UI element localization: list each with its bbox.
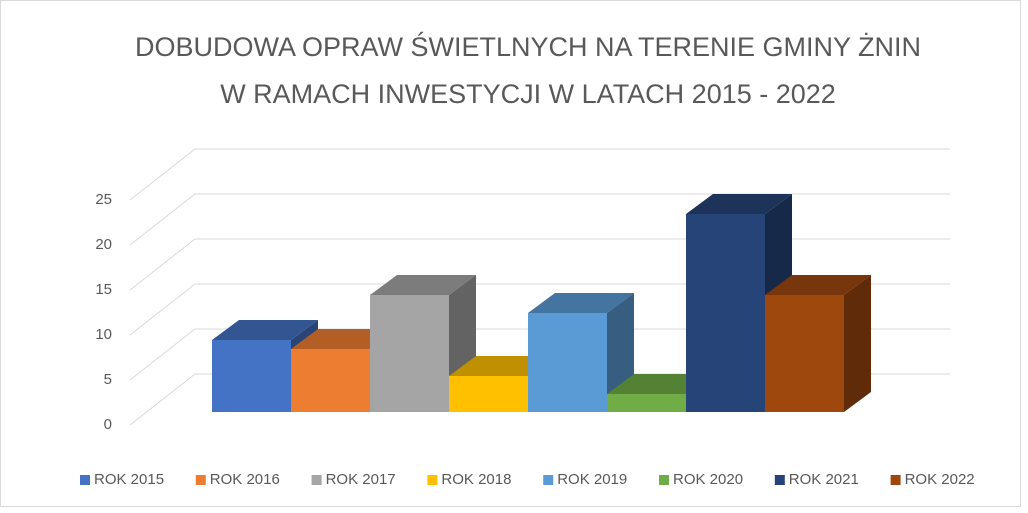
bar-top — [528, 293, 634, 313]
legend-label: ROK 2016 — [210, 471, 280, 488]
legend-label: ROK 2020 — [673, 471, 743, 488]
legend-swatch — [195, 475, 206, 485]
y-tick-label: 5 — [104, 371, 112, 388]
bar — [528, 313, 607, 412]
bar — [765, 295, 844, 412]
legend-label: ROK 2017 — [326, 471, 396, 488]
legend-swatch — [543, 475, 554, 485]
legend-swatch — [427, 475, 438, 485]
legend-swatch — [774, 475, 785, 485]
bar — [607, 394, 686, 412]
legend-label: ROK 2022 — [905, 471, 975, 488]
chart-title: DOBUDOWA OPRAW ŚWIETLNYCH NA TERENIE GMI… — [135, 30, 921, 62]
y-tick-label: 15 — [95, 281, 112, 298]
y-tick-label: 10 — [95, 326, 112, 343]
legend-swatch — [80, 475, 90, 485]
legend-swatch — [311, 475, 322, 485]
y-tick-label: 20 — [95, 236, 112, 253]
bar-top — [765, 275, 871, 295]
legend-swatch — [659, 475, 669, 485]
legend-label: ROK 2021 — [789, 471, 859, 488]
grid-line — [129, 193, 950, 246]
bar — [212, 340, 291, 412]
y-tick-label: 25 — [95, 191, 112, 208]
bar — [291, 349, 370, 412]
bar-side — [844, 275, 871, 412]
legend-label: ROK 2015 — [94, 471, 164, 488]
chart-title: W RAMACH INWESTYCJI W LATACH 2015 - 2022 — [220, 79, 836, 109]
legend-swatch — [890, 475, 901, 485]
bar — [686, 214, 765, 412]
bar — [370, 295, 449, 412]
bar-top — [370, 275, 476, 295]
grid-line — [129, 148, 950, 201]
y-tick-label: 0 — [104, 416, 112, 433]
legend-label: ROK 2018 — [441, 471, 511, 488]
bar-top — [212, 320, 318, 340]
bar — [449, 376, 528, 412]
bar-top — [686, 194, 792, 214]
legend-label: ROK 2019 — [557, 471, 627, 488]
